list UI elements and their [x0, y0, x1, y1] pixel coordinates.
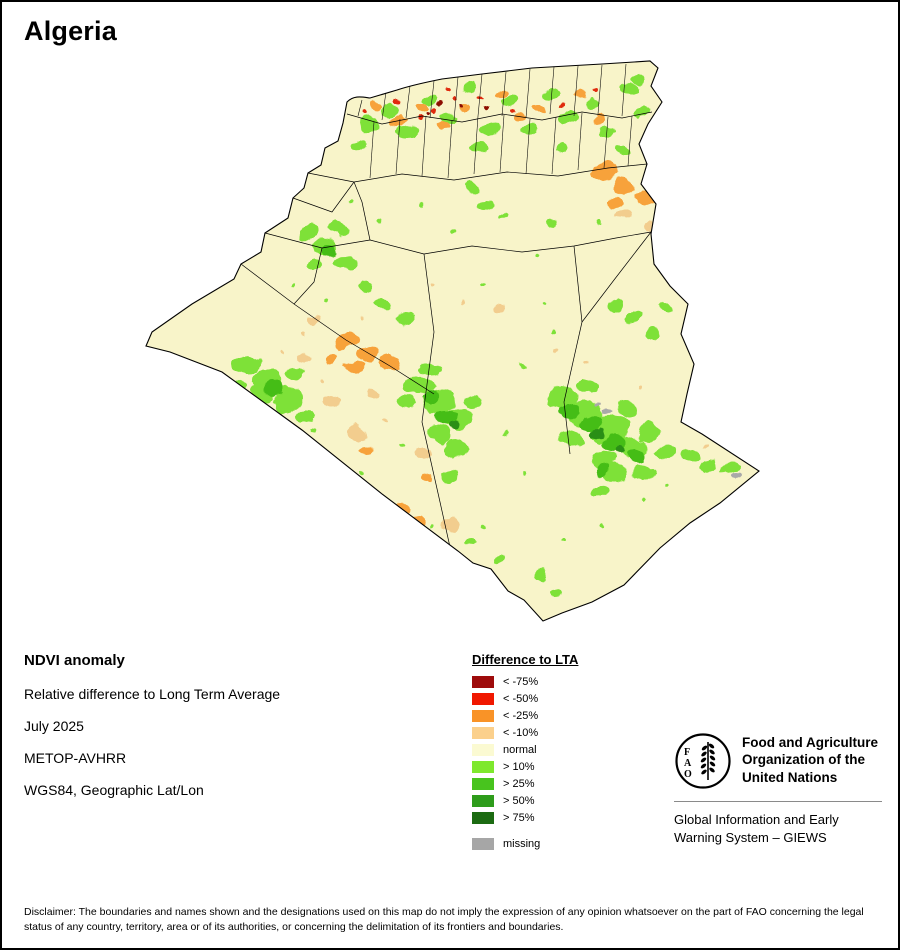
footer-divider [674, 801, 882, 802]
legend: Difference to LTA < -75% < -50% < -25% < -1… [472, 652, 578, 855]
legend-items: < -75% < -50% < -25% < -10% normal > 10% > 25%… [472, 676, 578, 850]
fao-logo-letter-f: F [684, 747, 690, 758]
fao-block: F A O Food and Agriculture Organ [674, 732, 882, 847]
legend-swatch [472, 812, 494, 824]
algeria-country-fill [146, 61, 759, 621]
ndvi-raster-patches [230, 75, 740, 596]
legend-item: < -75% [472, 676, 578, 688]
legend-swatch [472, 710, 494, 722]
legend-label: > 50% [503, 795, 535, 807]
legend-item: < -25% [472, 710, 578, 722]
map-product-subtitle: Relative difference to Long Term Average [24, 686, 281, 702]
legend-swatch [472, 744, 494, 756]
legend-swatch [472, 676, 494, 688]
legend-item: > 10% [472, 761, 578, 773]
legend-swatch [472, 795, 494, 807]
legend-label: > 25% [503, 778, 535, 790]
legend-item: > 25% [472, 778, 578, 790]
legend-item: normal [472, 744, 578, 756]
map-sensor: METOP-AVHRR [24, 750, 127, 766]
fao-logo-letter-o: O [684, 769, 692, 780]
legend-swatch [472, 838, 494, 850]
legend-label: < -10% [503, 727, 539, 739]
admin-boundaries [240, 63, 653, 548]
fao-org-name: Food and Agriculture Organization of the… [742, 735, 878, 785]
legend-swatch [472, 778, 494, 790]
legend-label: normal [503, 744, 537, 756]
fao-logo: F A O [675, 733, 731, 789]
map-date: July 2025 [24, 718, 84, 734]
map-product-heading: NDVI anomaly [24, 652, 125, 669]
legend-label: missing [503, 838, 541, 850]
page-title: Algeria [24, 16, 117, 46]
legend-item: > 50% [472, 795, 578, 807]
legend-label: < -25% [503, 710, 539, 722]
legend-title: Difference to LTA [472, 652, 579, 667]
legend-item: missing [472, 838, 578, 850]
fao-logo-letter-a: A [684, 758, 692, 769]
legend-label: < -50% [503, 693, 539, 705]
legend-label: < -75% [503, 676, 539, 688]
legend-item: > 75% [472, 812, 578, 824]
disclaimer-text: Disclaimer: The boundaries and names sho… [24, 906, 864, 933]
legend-label: > 75% [503, 812, 535, 824]
legend-swatch [472, 693, 494, 705]
legend-item: < -50% [472, 693, 578, 705]
giews-label: Global Information and Early Warning Sys… [674, 812, 839, 846]
legend-swatch [472, 761, 494, 773]
map-info: NDVI anomaly Relative difference to Long… [24, 652, 280, 814]
legend-label: > 10% [503, 761, 535, 773]
legend-swatch [472, 727, 494, 739]
legend-item: < -10% [472, 727, 578, 739]
map-projection: WGS84, Geographic Lat/Lon [24, 782, 204, 798]
wheat-ear-icon [700, 742, 716, 780]
